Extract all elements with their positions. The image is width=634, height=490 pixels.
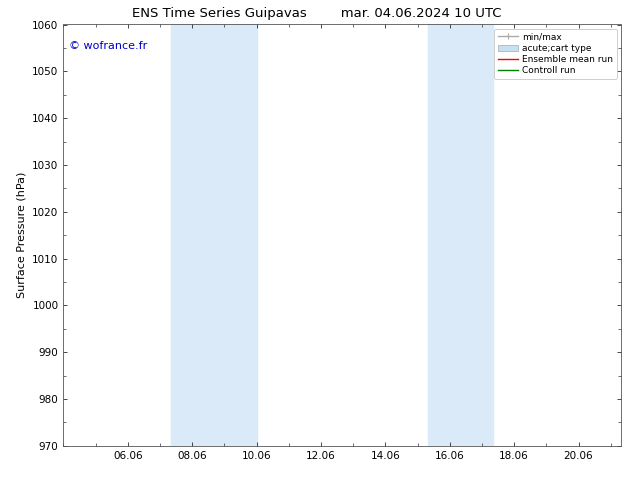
Text: © wofrance.fr: © wofrance.fr xyxy=(69,41,147,51)
Text: ENS Time Series Guipavas        mar. 04.06.2024 10 UTC: ENS Time Series Guipavas mar. 04.06.2024… xyxy=(133,7,501,21)
Bar xyxy=(171,24,257,446)
Bar xyxy=(428,24,493,446)
Y-axis label: Surface Pressure (hPa): Surface Pressure (hPa) xyxy=(16,172,27,298)
Legend: min/max, acute;cart type, Ensemble mean run, Controll run: min/max, acute;cart type, Ensemble mean … xyxy=(495,29,617,79)
